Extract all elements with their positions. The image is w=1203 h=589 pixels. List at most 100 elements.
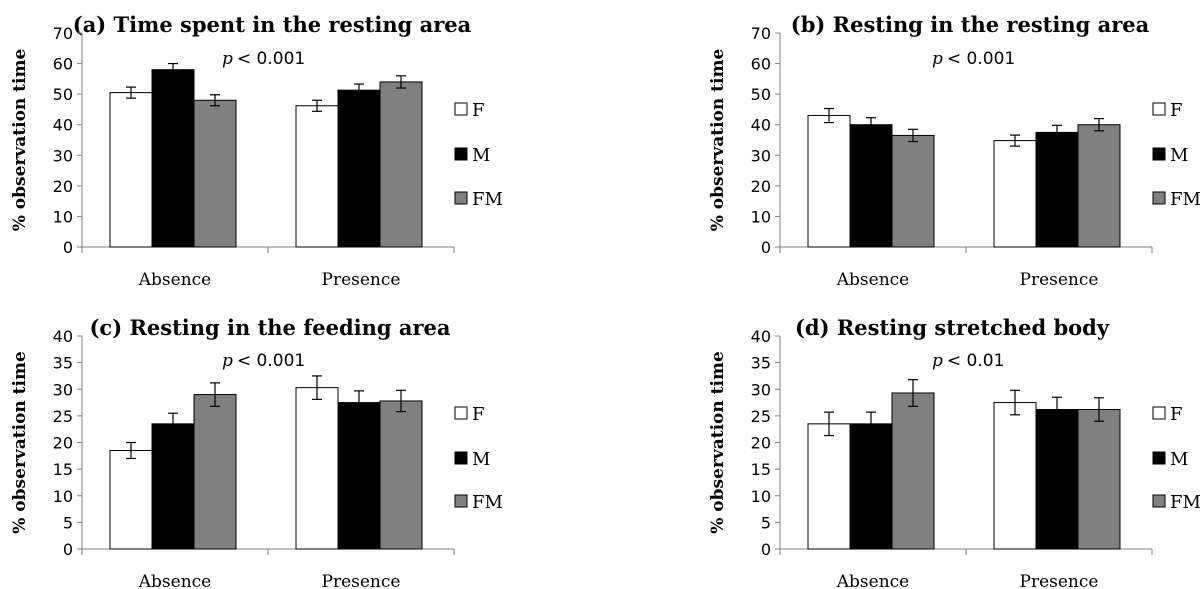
y-tick-label: 0 — [63, 540, 73, 559]
bar-fm-presence — [379, 81, 423, 248]
legend-label: F — [1170, 404, 1183, 425]
bar-f-absence — [807, 115, 851, 248]
p-label: p — [222, 49, 233, 69]
y-tick-label: 25 — [751, 407, 771, 426]
y-tick-label: 60 — [751, 55, 771, 74]
p-value-annotation: p < 0.001 — [222, 49, 305, 69]
legend-label: M — [472, 449, 490, 470]
x-category-label: Absence — [138, 270, 211, 290]
panel-title: (c) Resting in the feeding area — [89, 315, 450, 340]
p-value-annotation: p < 0.01 — [932, 351, 1004, 371]
legend-label: M — [1170, 449, 1188, 470]
y-tick-label: 0 — [63, 238, 73, 257]
legend-swatch-f — [1152, 102, 1166, 116]
legend-label: F — [472, 100, 485, 121]
x-category-label: Presence — [322, 572, 401, 589]
y-tick-label: 0 — [761, 238, 771, 257]
y-axis-label: % observation time — [10, 49, 30, 232]
legend-swatch-m — [454, 451, 468, 465]
legend-label: F — [472, 404, 485, 425]
y-tick-label: 40 — [53, 327, 73, 346]
panel-a: (a) Time spent in the resting area p < 0.0… — [10, 12, 503, 290]
bar-f-presence — [993, 140, 1037, 248]
y-tick-label: 20 — [751, 177, 771, 196]
bar-f-presence — [295, 105, 339, 248]
panel-title: (d) Resting stretched body — [795, 315, 1110, 340]
y-tick-label: 0 — [761, 540, 771, 559]
bar-f-absence — [807, 423, 851, 550]
y-tick-label: 70 — [751, 24, 771, 43]
y-tick-label: 70 — [53, 24, 73, 43]
y-tick-label: 25 — [53, 407, 73, 426]
y-tick-label: 5 — [761, 513, 771, 532]
bar-fm-absence — [891, 392, 935, 550]
p-label: p — [932, 49, 943, 69]
bar-m-presence — [337, 89, 381, 248]
legend-label: FM — [1170, 492, 1201, 513]
panel-c: (c) Resting in the feeding area p < 0.001%… — [10, 315, 503, 589]
x-category-label: Presence — [1020, 270, 1099, 290]
legend-swatch-fm — [1152, 494, 1166, 508]
p-label: p — [932, 351, 943, 371]
y-tick-label: 50 — [751, 85, 771, 104]
bar-f-presence — [295, 387, 339, 550]
x-category-label: Absence — [138, 572, 211, 589]
y-tick-label: 10 — [751, 487, 771, 506]
y-tick-label: 30 — [53, 146, 73, 165]
legend-label: FM — [472, 492, 503, 513]
y-tick-label: 30 — [53, 380, 73, 399]
legend-swatch-fm — [454, 494, 468, 508]
panel-b: (b) Resting in the resting area p < 0.001%… — [708, 12, 1201, 290]
p-value: < 0.001 — [947, 49, 1015, 69]
legend-swatch-f — [454, 102, 468, 116]
legend-swatch-m — [1152, 451, 1166, 465]
bar-m-absence — [849, 423, 893, 550]
bar-f-presence — [993, 402, 1037, 550]
y-tick-label: 35 — [751, 354, 771, 373]
y-tick-label: 40 — [751, 327, 771, 346]
y-tick-label: 20 — [53, 177, 73, 196]
y-tick-label: 10 — [751, 207, 771, 226]
legend-label: FM — [472, 189, 503, 210]
p-label: p — [222, 351, 233, 371]
y-tick-label: 60 — [53, 55, 73, 74]
y-tick-label: 20 — [53, 434, 73, 453]
bar-fm-presence — [379, 400, 423, 550]
y-tick-label: 30 — [751, 380, 771, 399]
y-tick-label: 35 — [53, 354, 73, 373]
x-category-label: Absence — [836, 572, 909, 589]
legend-swatch-m — [454, 147, 468, 161]
legend-swatch-f — [1152, 406, 1166, 420]
p-value: < 0.001 — [237, 49, 305, 69]
x-category-label: Presence — [1020, 572, 1099, 589]
y-tick-label: 30 — [751, 146, 771, 165]
legend-label: F — [1170, 100, 1183, 121]
bar-fm-absence — [193, 394, 237, 550]
y-tick-label: 10 — [53, 487, 73, 506]
y-tick-label: 15 — [751, 460, 771, 479]
legend-swatch-m — [1152, 147, 1166, 161]
panel-d: (d) Resting stretched body p < 0.01 % obser… — [708, 315, 1201, 589]
bar-f-absence — [109, 92, 153, 248]
bar-fm-presence — [1077, 124, 1121, 248]
bar-fm-absence — [193, 99, 237, 248]
x-category-label: Absence — [836, 270, 909, 290]
bar-m-absence — [151, 69, 195, 248]
legend-label: FM — [1170, 189, 1201, 210]
y-tick-label: 20 — [751, 434, 771, 453]
y-tick-label: 10 — [53, 207, 73, 226]
legend-label: M — [1170, 145, 1188, 166]
bar-m-absence — [151, 423, 195, 550]
bar-fm-absence — [891, 134, 935, 248]
panel-title: (b) Resting in the resting area — [791, 12, 1150, 37]
y-tick-label: 50 — [53, 85, 73, 104]
panel-title: (a) Time spent in the resting area — [73, 12, 472, 37]
bar-m-presence — [1035, 131, 1079, 248]
legend-swatch-f — [454, 406, 468, 420]
bar-m-presence — [1035, 408, 1079, 550]
y-tick-label: 15 — [53, 460, 73, 479]
bar-m-absence — [849, 124, 893, 248]
p-value: < 0.01 — [947, 351, 1005, 371]
p-value-annotation: p < 0.001 — [222, 351, 305, 371]
